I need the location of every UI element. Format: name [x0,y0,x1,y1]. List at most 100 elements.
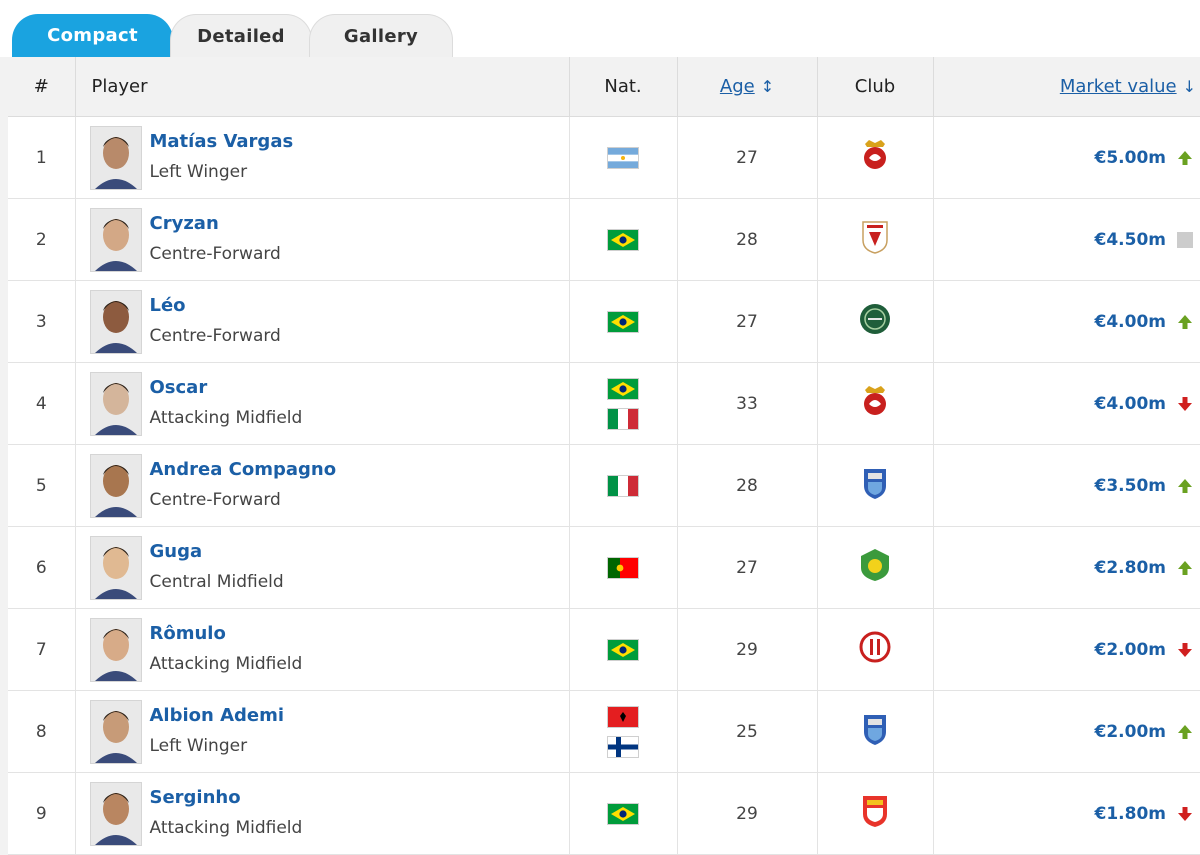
trend-up-icon [1178,724,1192,739]
italy-flag [607,474,639,497]
player-cell: Andrea Compagno Centre-Forward [74,444,569,527]
trend-down-icon [1178,806,1192,821]
nationality-cell [568,608,677,691]
club-cell [816,772,933,855]
market-value-cell: €1.80m [932,772,1200,855]
rank-cell: 1 [0,116,75,199]
market-value-cell: €2.00m [932,690,1200,773]
market-value-cell: €2.00m [932,608,1200,691]
player-photo[interactable] [89,781,142,846]
player-photo[interactable] [89,535,142,600]
rank-cell: 7 [0,608,75,691]
brazil-flag [607,638,639,661]
player-position: Attacking Midfield [149,817,303,838]
player-name-link[interactable]: Oscar [149,376,208,398]
club-cell [816,362,933,445]
nationality-cell [568,362,677,445]
club-cell [816,690,933,773]
nationality-cell [568,280,677,363]
market-value-link[interactable]: €2.00m [1094,721,1167,742]
tab-detailed[interactable]: Detailed [170,14,312,57]
club-cell [816,198,933,281]
market-value-cell: €4.50m [932,198,1200,281]
club-crest-green-round-icon[interactable] [859,304,891,341]
table-row: 1 Matías Vargas Left Winger 27 €5.00m [0,116,1200,199]
club-crest-red-shanghai-icon[interactable] [859,386,891,423]
player-photo[interactable] [89,207,142,272]
club-crest-red-shanghai-icon[interactable] [859,140,891,177]
player-name-link[interactable]: Guga [149,540,203,562]
player-photo[interactable] [89,371,142,436]
market-value-link[interactable]: €3.50m [1094,475,1167,496]
market-value-cell: €5.00m [932,116,1200,199]
club-crest-red-yellow-shield-icon[interactable] [859,796,891,833]
sort-market-value-link[interactable]: Market value [1059,76,1177,97]
player-position: Central Midfield [149,571,284,592]
market-value-link[interactable]: €5.00m [1094,147,1167,168]
club-crest-blue-shield-icon[interactable] [859,469,891,505]
player-name-link[interactable]: Serginho [149,786,241,808]
age-cell: 29 [676,608,817,691]
player-name-link[interactable]: Cryzan [149,212,219,234]
table-row: 9 Serginho Attacking Midfield 29 €1.80m [0,772,1200,855]
market-value-link[interactable]: €2.00m [1094,639,1167,660]
market-value-link[interactable]: €4.00m [1094,311,1167,332]
tab-gallery[interactable]: Gallery [309,14,453,57]
sort-both-icon: ↕ [760,77,775,96]
club-crest-green-yellow-icon[interactable] [859,549,891,587]
player-name-link[interactable]: Rômulo [149,622,226,644]
brazil-flag [607,228,639,251]
header-player: Player [74,57,569,117]
player-cell: Rômulo Attacking Midfield [74,608,569,691]
market-value-link[interactable]: €1.80m [1094,803,1167,824]
player-cell: Serginho Attacking Midfield [74,772,569,855]
trend-up-icon [1178,478,1192,493]
table-row: 4 Oscar Attacking Midfield 33 €4.00m [0,362,1200,445]
table-row: 3 Léo Centre-Forward 27 €4.00m [0,280,1200,363]
trend-down-icon [1178,642,1192,657]
albania-flag [607,705,639,728]
italy-flag [607,407,639,430]
player-name-link[interactable]: Andrea Compagno [149,458,337,480]
nationality-cell [568,772,677,855]
club-cell [816,526,933,609]
header-market-value[interactable]: Market value ↓ [932,57,1200,117]
player-photo[interactable] [89,289,142,354]
nationality-cell [568,116,677,199]
rank-cell: 9 [0,772,75,855]
market-value-link[interactable]: €2.80m [1094,557,1167,578]
market-value-cell: €4.00m [932,280,1200,363]
trend-unchanged-icon [1177,231,1193,248]
player-name-link[interactable]: Albion Ademi [149,704,285,726]
market-value-cell: €3.50m [932,444,1200,527]
market-value-link[interactable]: €4.50m [1094,229,1167,250]
age-cell: 28 [676,198,817,281]
market-value-cell: €2.80m [932,526,1200,609]
player-photo[interactable] [89,125,142,190]
player-photo[interactable] [89,699,142,764]
sort-age-link[interactable]: Age [719,76,755,97]
club-crest-blue-shield-icon[interactable] [859,715,891,751]
player-cell: Albion Ademi Left Winger [74,690,569,773]
trend-up-icon [1178,314,1192,329]
table-row: 5 Andrea Compagno Centre-Forward 28 €3.50m [0,444,1200,527]
player-name-link[interactable]: Léo [149,294,186,316]
table-row: 6 Guga Central Midfield 27 €2.80m [0,526,1200,609]
player-photo[interactable] [89,617,142,682]
rank-cell: 8 [0,690,75,773]
trend-up-icon [1178,560,1192,575]
club-cell [816,116,933,199]
age-cell: 33 [676,362,817,445]
club-crest-red-round-icon[interactable] [859,631,891,669]
market-value-link[interactable]: €4.00m [1094,393,1167,414]
age-cell: 27 [676,280,817,363]
header-age[interactable]: Age ↕ [676,57,817,117]
club-crest-white-red-shield-icon[interactable] [859,221,891,259]
brazil-flag [607,310,639,333]
player-position: Centre-Forward [149,489,281,510]
rank-cell: 5 [0,444,75,527]
table-header-row: # Player Nat. Age ↕ Club Market value ↓ [0,57,1200,117]
player-photo[interactable] [89,453,142,518]
tab-compact[interactable]: Compact [12,14,173,57]
player-name-link[interactable]: Matías Vargas [149,130,294,152]
